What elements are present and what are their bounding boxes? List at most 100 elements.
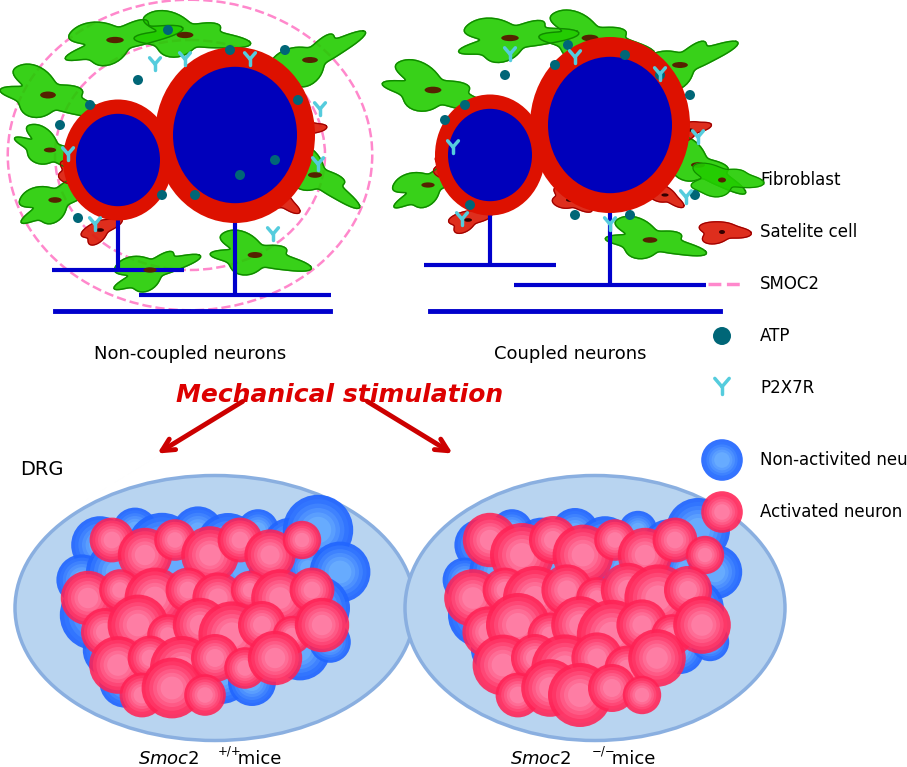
Ellipse shape [651, 614, 693, 656]
Ellipse shape [587, 527, 623, 563]
Ellipse shape [523, 529, 561, 567]
Ellipse shape [637, 577, 679, 619]
Ellipse shape [473, 634, 533, 696]
Ellipse shape [66, 564, 98, 596]
Ellipse shape [507, 684, 529, 706]
Ellipse shape [196, 541, 224, 569]
Ellipse shape [611, 573, 645, 607]
Ellipse shape [590, 613, 634, 657]
Polygon shape [672, 122, 711, 142]
Ellipse shape [305, 608, 339, 642]
Ellipse shape [562, 597, 583, 618]
Ellipse shape [238, 601, 286, 649]
Ellipse shape [578, 593, 629, 644]
Ellipse shape [480, 530, 500, 550]
Ellipse shape [112, 598, 164, 652]
Ellipse shape [174, 576, 202, 604]
Ellipse shape [656, 520, 695, 560]
Ellipse shape [304, 581, 320, 598]
Ellipse shape [422, 183, 434, 188]
Ellipse shape [96, 637, 123, 663]
Ellipse shape [536, 621, 564, 649]
Ellipse shape [460, 595, 500, 635]
Ellipse shape [128, 636, 172, 680]
Ellipse shape [679, 581, 697, 599]
Ellipse shape [194, 637, 236, 679]
Ellipse shape [102, 660, 148, 704]
Ellipse shape [292, 531, 312, 550]
Ellipse shape [668, 551, 702, 584]
Ellipse shape [528, 613, 572, 657]
Ellipse shape [189, 522, 208, 542]
Ellipse shape [145, 661, 199, 715]
Ellipse shape [232, 555, 258, 581]
Ellipse shape [643, 635, 657, 649]
Ellipse shape [558, 592, 589, 624]
Ellipse shape [300, 560, 316, 576]
Ellipse shape [167, 532, 183, 548]
Ellipse shape [96, 623, 114, 641]
Ellipse shape [571, 625, 605, 659]
Ellipse shape [131, 638, 170, 677]
Ellipse shape [496, 515, 528, 545]
Ellipse shape [132, 575, 178, 621]
Ellipse shape [495, 673, 541, 717]
Ellipse shape [581, 35, 599, 41]
Ellipse shape [502, 519, 522, 541]
Ellipse shape [99, 569, 141, 611]
Ellipse shape [707, 496, 737, 528]
Ellipse shape [64, 574, 112, 622]
Ellipse shape [570, 614, 590, 636]
Text: mice: mice [232, 750, 281, 767]
Ellipse shape [687, 128, 694, 132]
Ellipse shape [251, 536, 289, 574]
Ellipse shape [285, 635, 316, 665]
Ellipse shape [298, 588, 338, 628]
Ellipse shape [48, 197, 62, 202]
Ellipse shape [265, 568, 285, 588]
Ellipse shape [600, 563, 655, 617]
Ellipse shape [566, 523, 584, 541]
Ellipse shape [465, 610, 511, 654]
Ellipse shape [576, 516, 634, 574]
Ellipse shape [128, 681, 156, 709]
Ellipse shape [613, 654, 641, 682]
Ellipse shape [238, 578, 262, 602]
Ellipse shape [275, 618, 308, 652]
Ellipse shape [503, 566, 567, 630]
Ellipse shape [646, 585, 670, 611]
Ellipse shape [554, 578, 580, 603]
Polygon shape [276, 144, 360, 209]
Ellipse shape [171, 661, 213, 703]
Ellipse shape [698, 630, 722, 654]
Ellipse shape [278, 621, 307, 650]
Ellipse shape [108, 594, 169, 655]
Ellipse shape [279, 535, 300, 555]
Ellipse shape [529, 667, 571, 709]
Ellipse shape [515, 578, 555, 618]
Ellipse shape [677, 600, 727, 650]
Polygon shape [210, 230, 311, 275]
Ellipse shape [293, 95, 303, 105]
Ellipse shape [538, 525, 568, 555]
Ellipse shape [180, 613, 237, 671]
Ellipse shape [256, 628, 284, 656]
Ellipse shape [630, 523, 645, 537]
Polygon shape [263, 186, 300, 213]
Ellipse shape [197, 687, 213, 703]
Ellipse shape [690, 190, 700, 200]
Ellipse shape [291, 504, 345, 556]
Ellipse shape [604, 636, 632, 664]
Ellipse shape [129, 561, 168, 600]
Ellipse shape [135, 545, 155, 565]
Ellipse shape [161, 636, 189, 664]
Ellipse shape [157, 522, 193, 558]
Ellipse shape [81, 608, 129, 656]
Ellipse shape [100, 657, 151, 708]
Ellipse shape [142, 603, 173, 634]
Ellipse shape [93, 520, 132, 560]
Ellipse shape [115, 510, 154, 550]
Ellipse shape [176, 667, 208, 698]
Ellipse shape [594, 534, 616, 556]
Ellipse shape [251, 634, 298, 682]
